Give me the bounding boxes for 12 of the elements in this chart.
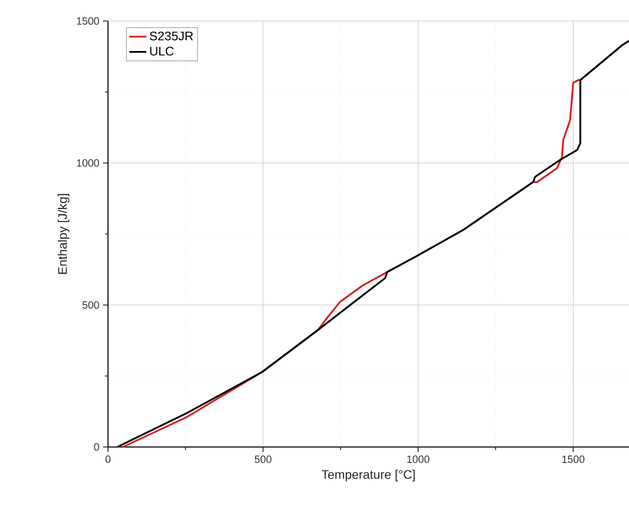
x-tick-label: 1500 [562,456,584,463]
legend-label: ULC [150,46,174,56]
y-tick-label: 1500 [77,17,100,25]
legend-label: S235JR [150,32,193,40]
x-tick-label: 500 [254,456,272,463]
y-tick-label: 0 [94,443,100,451]
x-tick-label: 0 [106,456,110,463]
y-tick-label: 1000 [77,159,100,167]
y-axis-title: Enthalpy [J/kg] [58,194,70,274]
x-axis-title: Temperature [°C] [322,470,415,482]
y-tick-label: 500 [82,301,100,309]
x-tick-label: 1000 [407,456,430,463]
